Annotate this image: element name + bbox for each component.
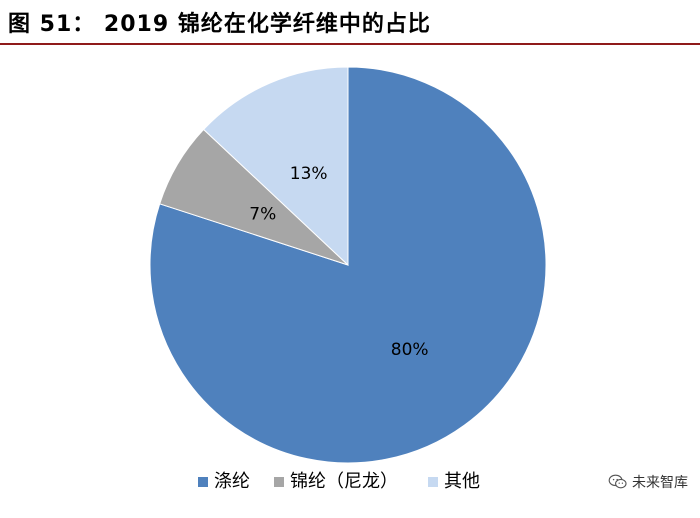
chart-legend: 涤纶 锦纶（尼龙） 其他 — [198, 471, 480, 492]
title-divider — [0, 43, 700, 45]
pie-data-label-1: 7% — [249, 205, 276, 225]
legend-label-1: 锦纶（尼龙） — [290, 471, 398, 492]
legend-label-2: 其他 — [444, 471, 480, 492]
legend-item-2: 其他 — [428, 471, 480, 492]
watermark-text: 未来智库 — [632, 475, 688, 491]
pie-data-labels: 80% 7% 13% — [249, 164, 428, 360]
legend-label-0: 涤纶 — [214, 471, 250, 492]
legend-swatch-0 — [198, 477, 208, 487]
pie-slice-2 — [202, 66, 349, 267]
legend-item-1: 锦纶（尼龙） — [274, 471, 398, 492]
watermark: 未来智库 — [608, 472, 688, 492]
pie-slices — [149, 66, 547, 464]
legend-swatch-2 — [428, 477, 438, 487]
pie-data-label-0: 80% — [391, 340, 429, 360]
pie-data-label-2: 13% — [290, 164, 328, 184]
legend-item-0: 涤纶 — [198, 471, 250, 492]
legend-swatch-1 — [274, 477, 284, 487]
wechat-icon — [608, 474, 627, 489]
figure-title: 图 51： 2019 锦纶在化学纤维中的占比 — [8, 12, 431, 37]
